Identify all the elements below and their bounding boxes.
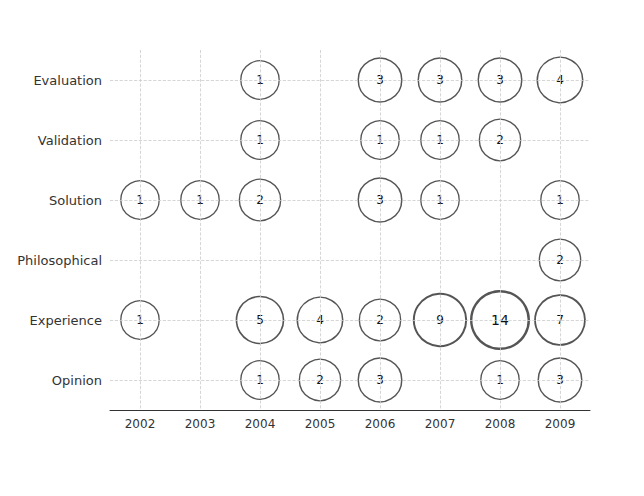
svg-text:5: 5 — [256, 313, 264, 327]
svg-text:1: 1 — [256, 133, 264, 147]
svg-text:14: 14 — [491, 312, 509, 328]
svg-text:1: 1 — [256, 73, 264, 87]
svg-text:3: 3 — [376, 193, 384, 207]
svg-text:2006: 2006 — [365, 417, 396, 431]
svg-text:1: 1 — [256, 373, 264, 387]
svg-text:2003: 2003 — [185, 417, 216, 431]
svg-text:1: 1 — [556, 193, 564, 207]
svg-text:1: 1 — [436, 193, 444, 207]
svg-text:2004: 2004 — [245, 417, 276, 431]
svg-text:1: 1 — [196, 193, 204, 207]
svg-text:2: 2 — [496, 133, 504, 147]
svg-text:1: 1 — [136, 193, 144, 207]
svg-text:2: 2 — [556, 253, 564, 267]
svg-text:9: 9 — [436, 313, 444, 327]
svg-text:2: 2 — [316, 373, 324, 387]
svg-text:2002: 2002 — [125, 417, 156, 431]
svg-text:4: 4 — [556, 73, 564, 87]
svg-text:2: 2 — [376, 313, 384, 327]
svg-text:Philosophical: Philosophical — [17, 253, 102, 268]
svg-text:2009: 2009 — [545, 417, 576, 431]
svg-text:3: 3 — [436, 73, 444, 87]
svg-text:2007: 2007 — [425, 417, 456, 431]
svg-text:3: 3 — [556, 373, 564, 387]
svg-text:2005: 2005 — [305, 417, 336, 431]
svg-text:Opinion: Opinion — [52, 373, 102, 388]
svg-text:3: 3 — [496, 73, 504, 87]
svg-text:1: 1 — [136, 313, 144, 327]
svg-text:Evaluation: Evaluation — [33, 73, 102, 88]
svg-text:Validation: Validation — [38, 133, 102, 148]
svg-text:4: 4 — [316, 313, 324, 327]
svg-text:3: 3 — [376, 373, 384, 387]
svg-text:2: 2 — [256, 193, 264, 207]
svg-text:Experience: Experience — [30, 313, 103, 328]
svg-text:3: 3 — [376, 73, 384, 87]
svg-text:1: 1 — [436, 133, 444, 147]
svg-text:1: 1 — [496, 373, 504, 387]
svg-text:7: 7 — [556, 313, 564, 327]
svg-text:2008: 2008 — [485, 417, 516, 431]
svg-text:Solution: Solution — [49, 193, 102, 208]
svg-text:1: 1 — [376, 133, 384, 147]
